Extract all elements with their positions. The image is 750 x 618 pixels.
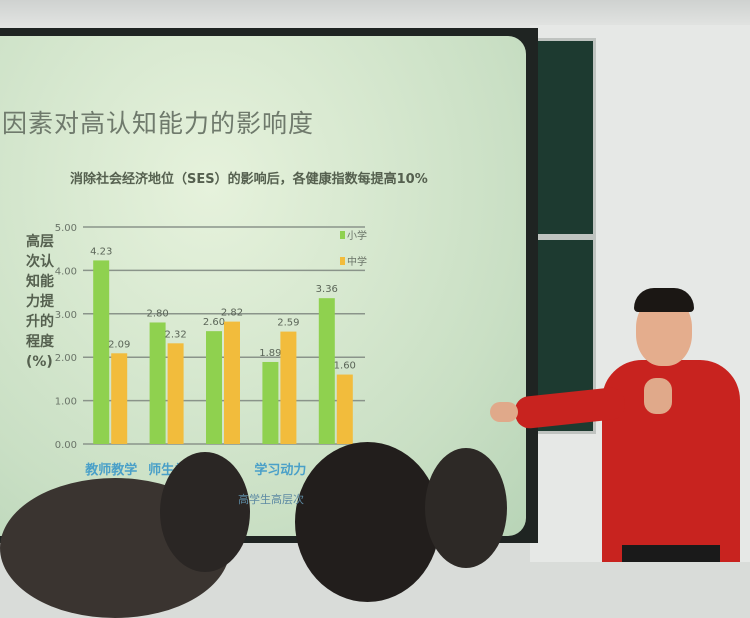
data-label: 2.60 [203, 317, 225, 328]
bar-primary [318, 298, 335, 444]
bar-chart: 0.00 1.00 2.00 3.00 4.00 5.00 4.23 2.09 教师教学 2.80… [55, 223, 367, 478]
legend-swatch [340, 231, 345, 239]
data-label: 3.36 [316, 284, 338, 295]
board-frame [530, 234, 596, 240]
y-tick-label: 2.00 [55, 353, 77, 364]
y-axis-label: 高层次认知能力提升的程度(%) [26, 234, 54, 370]
y-tick-label: 1.00 [55, 397, 77, 408]
data-label: 2.80 [146, 308, 168, 319]
bar-primary [206, 331, 222, 444]
slide-footer-text: 高学生高层次 [238, 493, 304, 506]
projection-screen [0, 36, 526, 536]
slide-title: 因素对高认知能力的影响度 [2, 109, 315, 138]
data-label: 4.23 [90, 246, 112, 257]
bar-primary [262, 361, 279, 444]
data-label: 2.32 [164, 329, 186, 340]
bar-middle [336, 374, 353, 444]
data-label: 2.82 [221, 308, 243, 319]
chart-subtitle: 消除社会经济地位（SES）的影响后，各健康指数每提高10% [70, 172, 428, 187]
bar-middle [167, 343, 184, 444]
bar-primary [149, 322, 166, 444]
bar-middle [224, 321, 240, 444]
bar-middle [111, 353, 128, 444]
data-label: 2.09 [108, 339, 130, 350]
category-label: 学习动力 [254, 462, 306, 478]
data-label: 1.89 [259, 348, 281, 359]
legend-swatch [340, 257, 345, 265]
y-tick-label: 5.00 [55, 223, 77, 234]
bar-primary [93, 260, 110, 444]
data-label: 1.60 [334, 361, 356, 372]
category-label: 教师教学 [84, 462, 137, 478]
legend-label: 小学 [347, 229, 367, 242]
data-label: 2.59 [277, 318, 299, 329]
y-tick-label: 4.00 [55, 266, 77, 277]
y-tick-label: 3.00 [55, 310, 77, 321]
legend-label: 中学 [347, 255, 367, 268]
y-tick-label: 0.00 [55, 440, 77, 451]
bar-middle [280, 331, 297, 444]
